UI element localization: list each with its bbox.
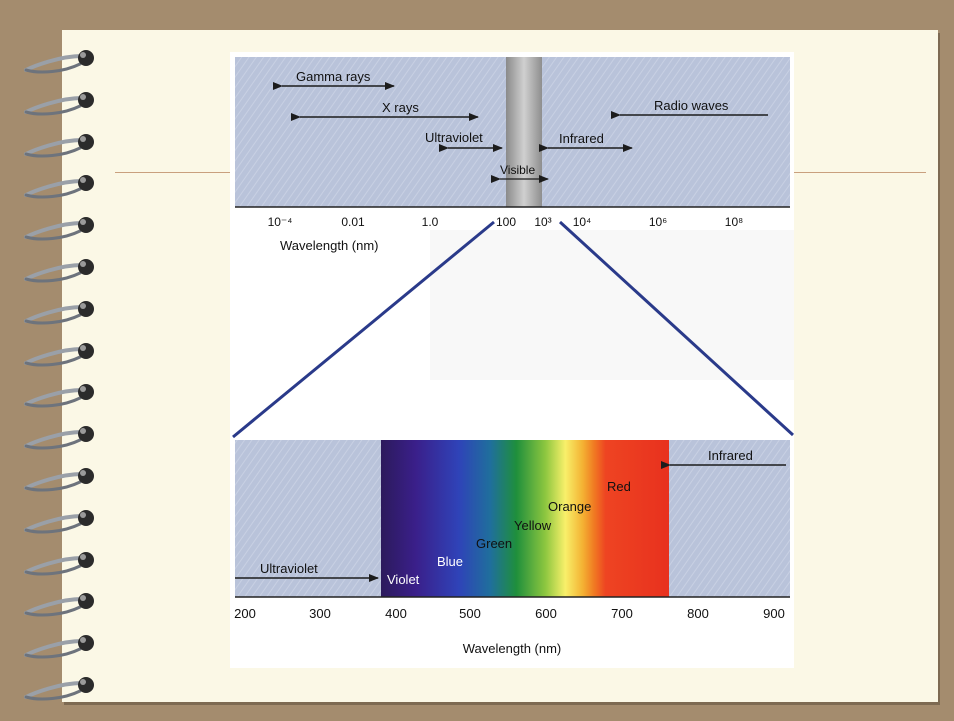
bottom-axis-label: Wavelength (nm) xyxy=(463,641,562,656)
binding-ring xyxy=(24,50,94,74)
gamma-label: Gamma rays xyxy=(296,69,371,84)
top-tick-7: 10⁸ xyxy=(725,215,743,229)
ir-bottom-label: Infrared xyxy=(708,448,753,463)
binding-ring xyxy=(24,468,94,492)
binding-ring xyxy=(24,133,94,158)
ir-top-label: Infrared xyxy=(559,131,604,146)
binding-ring xyxy=(24,342,94,367)
bottom-tick-5: 700 xyxy=(611,606,633,621)
radio-label: Radio waves xyxy=(654,98,729,113)
binding-ring xyxy=(24,259,94,283)
binding-ring xyxy=(24,91,94,116)
color-label-blue: Blue xyxy=(437,554,463,569)
zoom-line-right xyxy=(558,220,795,437)
color-label-green: Green xyxy=(476,536,512,551)
uv-bottom-label: Ultraviolet xyxy=(260,561,318,576)
bottom-tick-2: 400 xyxy=(385,606,407,621)
divider-line-right xyxy=(794,172,926,173)
binding-ring xyxy=(24,593,94,617)
binding-ring xyxy=(24,175,94,199)
binding-ring xyxy=(24,635,94,659)
color-label-violet: Violet xyxy=(387,572,420,587)
spectrum-figure: Gamma rays X rays Radio waves Ultraviole… xyxy=(230,52,795,668)
visible-label: Visible xyxy=(500,163,535,177)
bottom-tick-7: 900 xyxy=(763,606,785,621)
xray-label: X rays xyxy=(382,100,419,115)
top-tick-0: 10⁻⁴ xyxy=(268,215,293,229)
divider-line-left xyxy=(115,172,230,173)
top-axis-label: Wavelength (nm) xyxy=(280,238,379,253)
binding-ring xyxy=(24,300,94,325)
binding-ring xyxy=(24,384,94,408)
bottom-tick-labels: 200 300 400 500 600 700 800 900 xyxy=(234,606,785,621)
top-tick-4: 10³ xyxy=(534,215,551,229)
visible-spectrum-band xyxy=(381,440,669,597)
top-tick-3: 100 xyxy=(496,215,516,229)
color-label-orange: Orange xyxy=(548,499,591,514)
color-label-red: Red xyxy=(607,479,631,494)
top-tick-labels: 10⁻⁴ 0.01 1.0 100 10³ 10⁴ 10⁶ 10⁸ xyxy=(268,215,744,229)
bottom-tick-4: 600 xyxy=(535,606,557,621)
binding-ring xyxy=(24,677,94,701)
spectrum-diagram: Gamma rays X rays Radio waves Ultraviole… xyxy=(232,57,795,656)
binding-ring xyxy=(24,217,94,241)
bottom-tick-6: 800 xyxy=(687,606,709,621)
bottom-tick-0: 200 xyxy=(234,606,256,621)
top-tick-1: 0.01 xyxy=(341,215,365,229)
visible-band xyxy=(506,57,542,207)
color-label-yellow: Yellow xyxy=(514,518,552,533)
bottom-tick-1: 300 xyxy=(309,606,331,621)
binding-ring xyxy=(24,426,94,450)
bottom-tick-3: 500 xyxy=(459,606,481,621)
top-tick-2: 1.0 xyxy=(422,215,439,229)
ghost-text-area xyxy=(430,230,794,380)
top-tick-5: 10⁴ xyxy=(573,215,592,229)
binding-ring xyxy=(24,551,94,576)
uv-top-label: Ultraviolet xyxy=(425,130,483,145)
top-tick-6: 10⁶ xyxy=(649,215,667,229)
binding-ring xyxy=(24,509,94,534)
zoom-line-left xyxy=(232,220,495,439)
